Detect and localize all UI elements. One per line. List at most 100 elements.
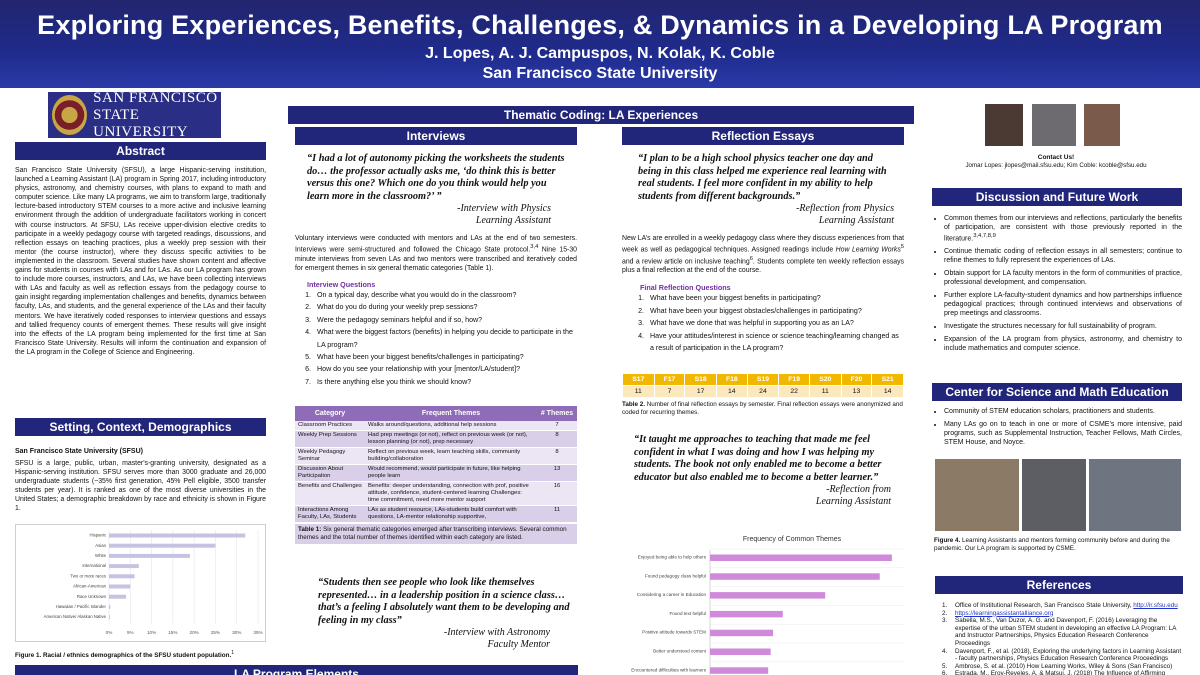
table-cell-themes: LAs as student resource, LAs-students bu…: [365, 505, 537, 523]
count-cell: 17: [684, 385, 717, 398]
bar: [109, 604, 111, 609]
reference-item: Office of Institutional Research, San Fr…: [949, 602, 1183, 610]
discussion-ref: 3,4,7,8,9: [973, 233, 996, 239]
x-tick-label: 30%: [232, 630, 241, 635]
interviews-section: Interviews “I had a lot of autonomy pick…: [295, 127, 577, 388]
table-row: Weekly Prep Sessions Had prep meetings (o…: [295, 430, 577, 448]
table-2-caption-label: Table 2.: [622, 401, 645, 408]
essays-text: New LA’s are enrolled in a weekly pedago…: [622, 234, 904, 275]
frequency-chart: Frequency of Common Themes Enjoyed being …: [631, 536, 904, 675]
thematic-section: Thematic Coding: LA Experiences: [288, 106, 914, 124]
reflection-questions-list: What have been your biggest benefits in …: [622, 292, 904, 354]
setting-section: Setting, Context, Demographics San Franc…: [15, 418, 266, 514]
semester-cell: S19: [746, 373, 780, 386]
reference-link[interactable]: http://ir.sfsu.edu: [1133, 602, 1178, 609]
thematic-heading: Thematic Coding: LA Experiences: [288, 106, 914, 124]
interview-quote-2-attr-a: -Interview with Astronomy: [443, 627, 550, 639]
essays-text-ref-2: 6: [749, 255, 753, 262]
reference-item: Ambrose, S. et al. (2010) How Learning W…: [949, 663, 1183, 671]
figure-4-caption: Figure 4. Learning Assistants and mentor…: [934, 537, 1182, 553]
bar: [710, 648, 771, 655]
interview-question: On a typical day, describe what you woul…: [313, 289, 577, 301]
table-header-category: Category: [295, 406, 365, 421]
category-label: White: [95, 553, 107, 558]
essays-text-c: . Students complete ten weekly reflectio…: [622, 258, 904, 275]
table-cell-themes: Would recommend, would participate in fu…: [365, 464, 537, 482]
essays-text-a: New LA’s are enrolled in a weekly pedago…: [622, 235, 904, 254]
bar: [109, 533, 246, 538]
interview-question: What do you do during your weekly prep s…: [313, 301, 577, 313]
csme-item: Many LAs go on to teach in one or more o…: [944, 420, 1182, 447]
category-label: Better understood content: [653, 649, 707, 654]
table-cell-count: 7: [537, 421, 577, 431]
discussion-item: Common themes from our interviews and re…: [944, 214, 1182, 243]
author-photo-3: [1084, 104, 1120, 146]
bar: [710, 629, 774, 637]
reference-item: Davenport, F., et al. (2018), Exploring …: [949, 648, 1183, 663]
essay-quote-2: “It taught me approaches to teaching tha…: [634, 434, 882, 483]
figure-4-caption-text: Learning Assistants and mentors forming …: [934, 537, 1170, 552]
poster-institution: San Francisco State University: [482, 65, 718, 82]
interview-quote-2-block: “Students then see people who look like …: [300, 577, 575, 651]
bar: [109, 615, 110, 620]
table-cell-category: Classroom Practices: [295, 421, 365, 431]
reflection-question: What have been your biggest benefits in …: [646, 292, 904, 304]
interviews-text-ref: 3,4: [530, 244, 539, 251]
csme-heading: Center for Science and Math Education: [932, 383, 1182, 401]
table-1: Category Frequent Themes # Themes Classr…: [295, 406, 577, 544]
themes-table: Category Frequent Themes # Themes Classr…: [295, 406, 577, 523]
interview-quote-2: “Students then see people who look like …: [318, 577, 570, 626]
semester-cell: F17: [653, 373, 686, 386]
discussion-heading: Discussion and Future Work: [932, 188, 1182, 206]
x-tick-label: 5%: [127, 630, 134, 635]
discussion-section: Discussion and Future Work Common themes…: [932, 188, 1182, 357]
discussion-list: Common themes from our interviews and re…: [932, 214, 1182, 353]
essays-heading: Reflection Essays: [622, 127, 904, 145]
semester-row: S17 F17 S18 F18 S19 F19 S20 F20 S21: [622, 373, 904, 386]
community-photo-3: [1089, 459, 1181, 531]
count-cell: 24: [746, 385, 780, 398]
essay-quote-1: “I plan to be a high school physics teac…: [638, 153, 887, 202]
essays-text-ref-1: 5: [900, 244, 904, 251]
essay-quote-2-block: “It taught me approaches to teaching tha…: [628, 434, 903, 508]
author-photo-1: [985, 104, 1023, 146]
count-cell: 11: [622, 385, 655, 398]
table-row: Classroom Practices Walks around/question…: [295, 421, 577, 431]
setting-subheading: San Francisco State University (SFSU): [15, 448, 143, 455]
poster-authors: J. Lopes, A. J. Campuspos, N. Kolak, K. …: [425, 45, 775, 62]
semester-cell: F19: [778, 373, 810, 386]
table-cell-themes: Reflect on previous week, learn teaching…: [365, 447, 537, 465]
category-label: Considering a career in Education: [637, 592, 707, 597]
bar: [109, 594, 127, 599]
figure-1-caption: Figure 1. Racial / ethnics demographics …: [15, 649, 266, 660]
figure-1-caption-text: Figure 1. Racial / ethnics demographics …: [15, 652, 232, 660]
bar: [109, 543, 216, 548]
category-label: Hispanic: [90, 533, 107, 538]
count-cell: 13: [840, 385, 873, 398]
table-cell-category: Interactions Among Faculty, LAs, Student…: [295, 505, 365, 523]
interview-questions-heading: Interview Questions: [307, 280, 376, 290]
category-label: Found pedagogy class helpful: [645, 573, 706, 578]
count-row: 11 7 17 14 24 22 11 13 14: [622, 385, 904, 398]
reference-link[interactable]: https://learningassistantalliance.org: [955, 609, 1054, 617]
figure-1-caption-ref: 1: [231, 650, 235, 656]
references-list: Office of Institutional Research, San Fr…: [935, 602, 1183, 675]
interview-quote-1-attr-a: -Interview with Physics: [457, 203, 551, 215]
setting-heading: Setting, Context, Demographics: [15, 418, 266, 436]
count-cell: 22: [778, 385, 810, 398]
abstract-section: Abstract San Francisco State University …: [15, 142, 266, 357]
table-cell-count: 8: [537, 430, 577, 448]
sfsu-logo: San Francisco State University: [48, 89, 221, 140]
table-header-themes: Frequent Themes: [365, 406, 537, 421]
table-row: Interactions Among Faculty, LAs, Student…: [295, 505, 577, 523]
title-banner: Exploring Experiences, Benefits, Challen…: [0, 0, 1200, 88]
logo-line-1: San Francisco: [93, 89, 218, 106]
category-label: American Native/ Alaskan Native: [44, 614, 107, 619]
table-cell-category: Weekly Pedagogy Seminar: [295, 447, 365, 465]
category-label: Enjoyed being able to help others: [638, 555, 707, 560]
interviews-heading: Interviews: [295, 127, 577, 145]
abstract-heading: Abstract: [15, 142, 266, 160]
table-row: Weekly Pedagogy Seminar Reflect on previo…: [295, 447, 577, 465]
references-heading: References: [935, 576, 1183, 594]
essays-text-b: and a review article on inclusive teachi…: [622, 258, 750, 266]
